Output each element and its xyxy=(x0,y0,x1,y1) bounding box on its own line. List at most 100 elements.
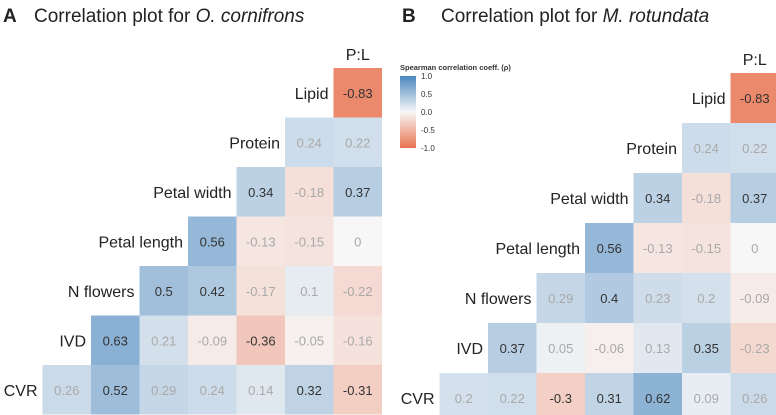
panel-a-value-ivd-petal-length: 0.21 xyxy=(151,333,176,348)
panel-b-cell-n-flowers-p-l xyxy=(730,273,776,323)
panel-a-value-petal-length-petal-width: 0.56 xyxy=(200,234,225,249)
panel-b-value-ivd-petal-length: 0.05 xyxy=(548,341,573,356)
panel-b-value-n-flowers-petal-width: 0.4 xyxy=(600,291,618,306)
panel-a-value-cvr-petal-length: 0.29 xyxy=(151,383,176,398)
panel-a-header: A Correlation plot for O. cornifrons xyxy=(3,6,305,27)
panel-b-row-label-ivd: IVD xyxy=(456,341,483,358)
panel-a-title-prefix: Correlation plot for xyxy=(34,6,196,27)
panel-b-value-petal-length-protein: -0.13 xyxy=(643,241,673,256)
panel-a-value-cvr-n-flowers: 0.52 xyxy=(103,383,128,398)
panel-a-value-n-flowers-p-l: -0.22 xyxy=(343,284,373,299)
panel-b-cell-cvr-n-flowers xyxy=(488,373,537,415)
panel-b-value-ivd-protein: 0.13 xyxy=(645,341,670,356)
panel-b-value-cvr-petal-width: 0.31 xyxy=(597,391,622,406)
panel-b-cell-cvr-p-l xyxy=(730,373,776,415)
panel-b-value-cvr-protein: 0.62 xyxy=(645,391,670,406)
panel-b-value-ivd-lipid: 0.35 xyxy=(694,341,719,356)
panel-b-cell-n-flowers-petal-length xyxy=(536,273,585,323)
panel-a-col-label-p-l: P:L xyxy=(346,47,370,64)
panel-b-cell-cvr-petal-width xyxy=(585,373,634,415)
panel-b-value-petal-length-p-l: 0 xyxy=(751,241,758,256)
legend-title: Spearman correlation coeff. (ρ) xyxy=(400,63,511,72)
panel-b-row-label-protein: Protein xyxy=(626,141,677,158)
panel-b-value-ivd-p-l: -0.23 xyxy=(740,341,770,356)
legend-tick-label: -0.5 xyxy=(421,126,435,135)
panel-a-title: Correlation plot for O. cornifrons xyxy=(34,6,305,27)
panel-a-cell-cvr-n-flowers xyxy=(91,365,140,415)
panel-a-value-ivd-p-l: -0.16 xyxy=(343,333,373,348)
panel-b-title-prefix: Correlation plot for xyxy=(441,6,603,27)
panel-b-cell-cvr-protein xyxy=(633,373,682,415)
panel-a-cell-n-flowers-p-l xyxy=(333,266,382,316)
panel-a-cell-petal-length-p-l xyxy=(333,216,382,266)
panel-b-value-n-flowers-p-l: -0.09 xyxy=(740,291,770,306)
panel-b-row-label-petal-length: Petal length xyxy=(495,241,580,258)
panel-b-cell-cvr-petal-length xyxy=(536,373,585,415)
panel-b-cell-lipid-p-l xyxy=(730,73,776,123)
panel-a-value-n-flowers-petal-length: 0.5 xyxy=(155,284,173,299)
panel-a-value-petal-length-lipid: -0.15 xyxy=(294,234,324,249)
panel-b-title-species: M. rotundata xyxy=(603,6,710,27)
panel-a-cell-cvr-lipid xyxy=(285,365,334,415)
panel-b-value-n-flowers-protein: 0.23 xyxy=(645,291,670,306)
panel-b-cell-petal-width-protein xyxy=(633,173,682,223)
panel-b-value-n-flowers-petal-length: 0.29 xyxy=(548,291,573,306)
panel-a-cell-n-flowers-lipid xyxy=(285,266,334,316)
panel-b-value-petal-width-protein: 0.34 xyxy=(645,191,670,206)
panel-a-cell-ivd-petal-length xyxy=(139,315,188,365)
panel-b-value-cvr-n-flowers: 0.22 xyxy=(500,391,525,406)
panel-b-cell-ivd-lipid xyxy=(682,323,731,373)
panel-b-cell-protein-p-l xyxy=(730,123,776,173)
panel-b-cell-ivd-p-l xyxy=(730,323,776,373)
panel-a-row-label-petal-length: Petal length xyxy=(98,234,183,251)
panel-b-row-label-n-flowers: N flowers xyxy=(465,291,532,308)
panel-b-value-petal-width-p-l: 0.37 xyxy=(742,191,767,206)
panel-b-value-petal-length-lipid: -0.15 xyxy=(691,241,721,256)
panel-b-letter: B xyxy=(402,6,416,27)
panel-a-value-petal-length-p-l: 0 xyxy=(354,234,361,249)
panel-a-cell-petal-length-petal-width xyxy=(188,216,237,266)
panel-a-cell-protein-p-l xyxy=(333,117,382,167)
panel-b-title: Correlation plot for M. rotundata xyxy=(441,6,709,27)
panel-a-cell-cvr-ivd xyxy=(42,365,91,415)
panel-a-cell-cvr-p-l xyxy=(333,365,382,415)
legend-tick-label: 0.0 xyxy=(421,108,433,117)
panel-a-value-ivd-n-flowers: 0.63 xyxy=(103,333,128,348)
panel-b-row-label-lipid: Lipid xyxy=(692,91,726,108)
panel-a-value-petal-width-protein: 0.34 xyxy=(248,185,273,200)
panel-b-value-ivd-petal-width: -0.06 xyxy=(594,341,624,356)
panel-a-value-cvr-protein: 0.14 xyxy=(248,383,273,398)
panel-a-heatmap: -0.83 0.24 0.22 0.34 -0.18 0.37 0.56 -0.13 -0.15… xyxy=(4,47,382,415)
panel-a-cell-petal-width-p-l xyxy=(333,167,382,217)
panel-a-value-petal-width-p-l: 0.37 xyxy=(345,185,370,200)
panel-a-letter: A xyxy=(3,6,17,27)
panel-b-cell-cvr-ivd xyxy=(439,373,488,415)
panel-a-value-petal-width-lipid: -0.18 xyxy=(294,185,324,200)
panel-b-cell-petal-length-petal-width xyxy=(585,223,634,273)
color-legend: Spearman correlation coeff. (ρ) 1.0 0.5 0.… xyxy=(400,63,511,153)
panel-b-cell-ivd-protein xyxy=(633,323,682,373)
legend-tick-label: 1.0 xyxy=(421,72,433,81)
panel-a-row-label-lipid: Lipid xyxy=(295,86,329,103)
panel-b-cell-ivd-n-flowers xyxy=(488,323,537,373)
panel-b-value-cvr-ivd: 0.2 xyxy=(455,391,473,406)
panel-a-row-label-cvr: CVR xyxy=(4,383,38,400)
legend-colorbar xyxy=(400,76,416,148)
panel-b-value-protein-lipid: 0.24 xyxy=(694,141,719,156)
panel-b-cell-n-flowers-lipid xyxy=(682,273,731,323)
panel-a-value-petal-length-protein: -0.13 xyxy=(246,234,276,249)
panel-b-heatmap: -0.83 0.24 0.22 0.34 -0.18 0.37 0.56 -0.13 -0.15… xyxy=(401,52,776,415)
panel-b-cell-cvr-lipid xyxy=(682,373,731,415)
panel-b-cell-petal-length-p-l xyxy=(730,223,776,273)
panel-a-cell-cvr-petal-width xyxy=(188,365,237,415)
legend-ticks: 1.0 0.5 0.0 -0.5 -1.0 xyxy=(421,72,435,153)
panel-a-cell-cvr-petal-length xyxy=(139,365,188,415)
panel-a-value-protein-p-l: 0.22 xyxy=(345,135,370,150)
panel-a-cell-petal-length-protein xyxy=(236,216,285,266)
panel-a-row-label-n-flowers: N flowers xyxy=(68,284,135,301)
panel-b-value-n-flowers-lipid: 0.2 xyxy=(697,291,715,306)
legend-tick-label: 0.5 xyxy=(421,90,433,99)
panel-b-value-cvr-lipid: 0.09 xyxy=(694,391,719,406)
panel-a-cell-petal-length-lipid xyxy=(285,216,334,266)
